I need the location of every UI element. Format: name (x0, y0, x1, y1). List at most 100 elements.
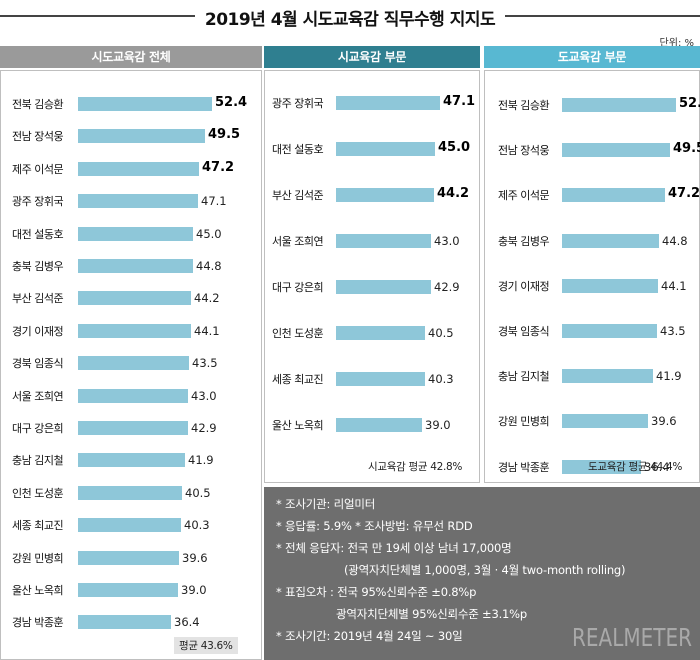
value-label: 44.1 (194, 323, 220, 338)
panel-province-body (484, 70, 700, 483)
value-label: 39.6 (182, 550, 208, 565)
category-label: 울산 노옥희 (272, 419, 324, 432)
category-label: 제주 이석문 (498, 189, 550, 203)
value-label: 47.1 (443, 94, 476, 109)
bar (562, 143, 670, 158)
value-label: 44.2 (437, 186, 470, 201)
panel-city-header: 시교육감 부문 (264, 46, 480, 68)
bar (336, 234, 431, 248)
value-label: 43.5 (192, 356, 218, 371)
bar (78, 453, 185, 468)
panel-all: 시도교육감 전체 전북 김승환 52.4 전남 장석웅 49.5 제주 이석문 47.2 광… (0, 46, 262, 660)
bar (562, 324, 657, 338)
panel-province: 도교육감 부문 전북 김승환 52.4 전남 장석웅 49.5 제주 이석문 47.2 충북… (484, 46, 700, 483)
category-label: 제주 이석문 (12, 162, 64, 176)
value-label: 39.6 (651, 414, 677, 429)
title-bar: 2019년 4월 시도교육감 직무수행 지지도 (0, 0, 700, 32)
category-label: 경기 이재정 (12, 324, 64, 338)
value-label: 40.3 (184, 518, 210, 533)
value-label: 44.1 (661, 278, 687, 293)
category-label: 경남 박종훈 (498, 460, 550, 474)
category-label: 전북 김승환 (12, 98, 64, 111)
bar (78, 518, 181, 533)
bar (336, 280, 431, 294)
bar (78, 323, 191, 338)
info-line: * 응답률: 5.9% * 조사방법: 유무선 RDD (276, 519, 473, 533)
bar (336, 188, 434, 202)
value-label: 47.1 (201, 194, 227, 209)
category-label: 서울 조희연 (12, 389, 64, 403)
value-label: 36.4 (644, 459, 670, 474)
bar (336, 142, 435, 156)
title-rule-right (505, 15, 700, 17)
category-label: 인천 도성훈 (272, 327, 324, 340)
panel-city: 시교육감 부문 광주 장휘국 47.1 대전 설동호 45.0 부산 김석준 44.2 서울… (264, 46, 480, 483)
category-label: 대구 강은희 (12, 422, 64, 435)
bar (336, 372, 425, 386)
category-label: 세종 최교진 (272, 373, 324, 386)
bar (336, 96, 440, 110)
bar (562, 98, 676, 112)
bar (78, 97, 212, 111)
category-label: 경북 임종식 (12, 357, 64, 371)
value-label: 41.9 (656, 369, 682, 384)
category-label: 충북 김병우 (12, 260, 64, 273)
value-label: 40.3 (428, 372, 454, 386)
average-label: 평균 43.6% (174, 637, 238, 654)
value-label: 36.4 (174, 615, 200, 630)
bar (78, 226, 193, 241)
value-label: 40.5 (428, 326, 454, 340)
category-label: 대전 설동호 (12, 227, 64, 241)
category-label: 울산 노옥희 (12, 584, 64, 597)
info-line: * 조사기관: 리얼미터 (276, 497, 376, 511)
panel-province-header: 도교육감 부문 (484, 46, 700, 68)
bar (336, 326, 425, 340)
value-label: 43.0 (434, 234, 460, 248)
category-label: 대전 설동호 (272, 143, 324, 156)
category-label: 경북 임종식 (498, 325, 550, 338)
value-label: 42.9 (191, 421, 217, 435)
bar (78, 291, 191, 306)
bar (78, 194, 198, 209)
category-label: 경남 박종훈 (12, 616, 64, 630)
category-label: 경기 이재정 (498, 279, 550, 293)
value-label: 45.0 (438, 140, 471, 155)
bar (562, 278, 658, 293)
value-label: 49.5 (208, 127, 241, 143)
value-label: 47.2 (202, 159, 235, 175)
survey-info-box: * 조사기관: 리얼미터 * 응답률: 5.9% * 조사방법: 유무선 RDD… (264, 487, 700, 660)
value-label: 41.9 (188, 453, 214, 468)
category-label: 충북 김병우 (498, 234, 550, 248)
panel-city-body (264, 70, 480, 483)
bar (562, 459, 641, 474)
value-label: 39.0 (425, 418, 451, 432)
category-label: 강원 민병희 (498, 415, 550, 429)
bar (78, 485, 182, 500)
value-label: 45.0 (196, 226, 222, 241)
bar (78, 259, 193, 273)
info-line: * 조사기간: 2019년 4월 24일 ~ 30일 (276, 629, 463, 643)
value-label: 47.2 (668, 186, 700, 202)
category-label: 충남 김지철 (12, 454, 64, 468)
value-label: 43.0 (191, 388, 217, 403)
bar (78, 421, 188, 435)
bar (78, 550, 179, 565)
bar (78, 388, 188, 403)
category-label: 충남 김지철 (498, 370, 550, 384)
value-label: 39.0 (181, 583, 207, 597)
info-line: * 전체 응답자: 전국 만 19세 이상 남녀 17,000명 (276, 541, 512, 555)
value-label: 52.4 (215, 95, 248, 110)
category-label: 광주 장휘국 (272, 97, 324, 110)
page-title: 2019년 4월 시도교육감 직무수행 지지도 (204, 10, 496, 30)
average-label: 시교육감 평균 42.8% (368, 461, 463, 473)
info-line: 광역자치단체별 95%신뢰수준 ±3.1%p (336, 607, 528, 621)
value-label: 43.5 (660, 324, 686, 338)
category-label: 부산 김석준 (12, 292, 64, 306)
unit-label: 단위: % (659, 38, 694, 49)
category-label: 부산 김석준 (272, 189, 324, 202)
value-label: 42.9 (434, 280, 460, 294)
value-label: 49.5 (673, 141, 700, 157)
bar (78, 161, 199, 176)
value-label: 40.5 (185, 485, 211, 500)
info-line: * 표집오차 : 전국 95%신뢰수준 ±0.8%p (276, 585, 477, 599)
